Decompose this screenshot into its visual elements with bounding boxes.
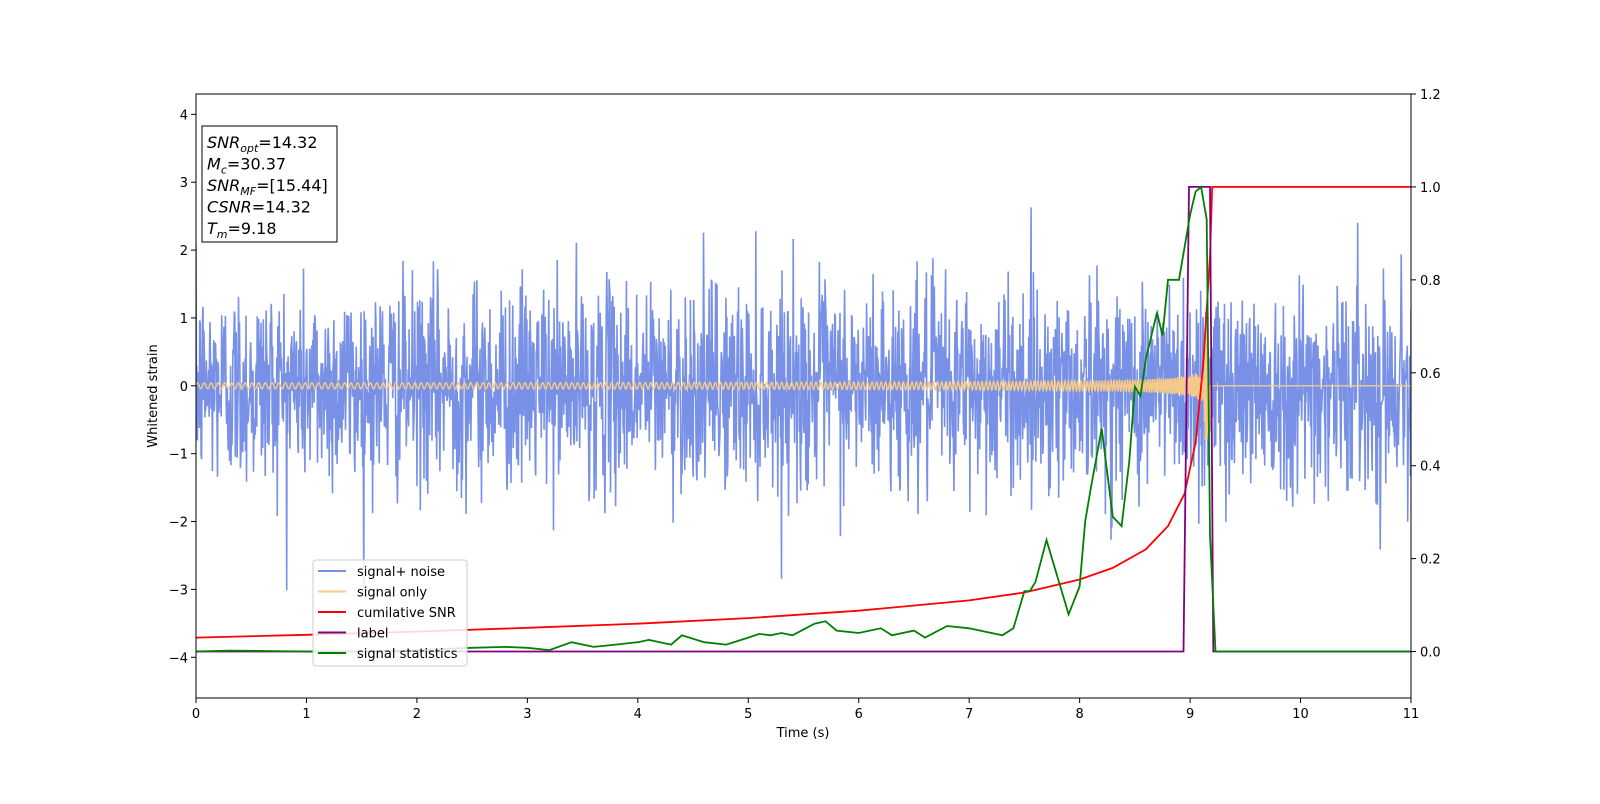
legend: signal+ noise signal only cumilative SNR la…	[312, 559, 468, 667]
plot-frame	[195, 93, 1412, 699]
y-tick-label: 4	[180, 108, 188, 123]
y-tick-label: −4	[169, 651, 188, 666]
x-axis-label: Time (s)	[776, 726, 830, 741]
y2-tick-label: 0.0	[1420, 646, 1441, 661]
x-tick-label: 5	[744, 707, 752, 722]
legend-label: cumilative SNR	[357, 606, 456, 621]
x-tick-label: 0	[192, 707, 200, 722]
y-tick-label: 2	[180, 244, 188, 259]
legend-label: label	[357, 627, 388, 642]
annotation-line: SNRMF=[15.44]	[207, 176, 328, 198]
y-tick-label: 3	[180, 176, 188, 191]
y-axis-label: Whitened strain	[146, 344, 161, 447]
legend-label: signal only	[357, 586, 427, 601]
y2-tick-label: 0.2	[1420, 553, 1441, 568]
y2-tick-label: 0.6	[1420, 367, 1441, 382]
x-tick-label: 1	[302, 707, 310, 722]
legend-frame	[312, 559, 468, 667]
x-tick-label: 8	[1075, 707, 1083, 722]
series-layer	[196, 185, 1411, 653]
y-tick-label: −2	[169, 516, 188, 531]
annotation-line: Mc=30.37	[207, 155, 286, 177]
y-axis-ticks: −4 −3 −2 −1 0 1 2 3 4	[169, 108, 196, 666]
x-axis-ticks: 0 1 2 3 4 5 6 7 8 9 10 11	[192, 698, 1419, 722]
y-tick-label: 0	[180, 380, 188, 395]
x-tick-label: 6	[855, 707, 863, 722]
x-tick-label: 7	[965, 707, 973, 722]
annotation-line: CSNR=14.32	[207, 198, 311, 217]
signal-statistics-line	[196, 185, 1411, 653]
y2-tick-label: 1.0	[1420, 181, 1441, 196]
x-tick-label: 3	[523, 707, 531, 722]
x-tick-label: 2	[413, 707, 421, 722]
x-tick-label: 9	[1186, 707, 1194, 722]
x-tick-label: 11	[1403, 707, 1420, 722]
legend-label: signal+ noise	[357, 565, 445, 580]
y-tick-label: −1	[169, 448, 188, 463]
y-tick-label: −3	[169, 583, 188, 598]
y-tick-label: 1	[180, 312, 188, 327]
x-tick-label: 10	[1292, 707, 1309, 722]
annotation-frame	[201, 125, 338, 243]
y2-tick-label: 1.2	[1420, 88, 1441, 103]
legend-label: signal statistics	[357, 647, 458, 662]
y2-tick-label: 0.4	[1420, 460, 1441, 475]
y2-axis-ticks: 0.0 0.2 0.4 0.6 0.8 1.0 1.2	[1411, 88, 1441, 661]
annotation-box: SNRopt=14.32Mc=30.37SNRMF=[15.44]CSNR=14…	[201, 125, 338, 243]
annotation-line: SNRopt=14.32	[207, 133, 318, 155]
x-tick-label: 4	[634, 707, 642, 722]
y2-tick-label: 0.8	[1420, 274, 1441, 289]
annotation-line: Tm=9.18	[207, 219, 277, 241]
